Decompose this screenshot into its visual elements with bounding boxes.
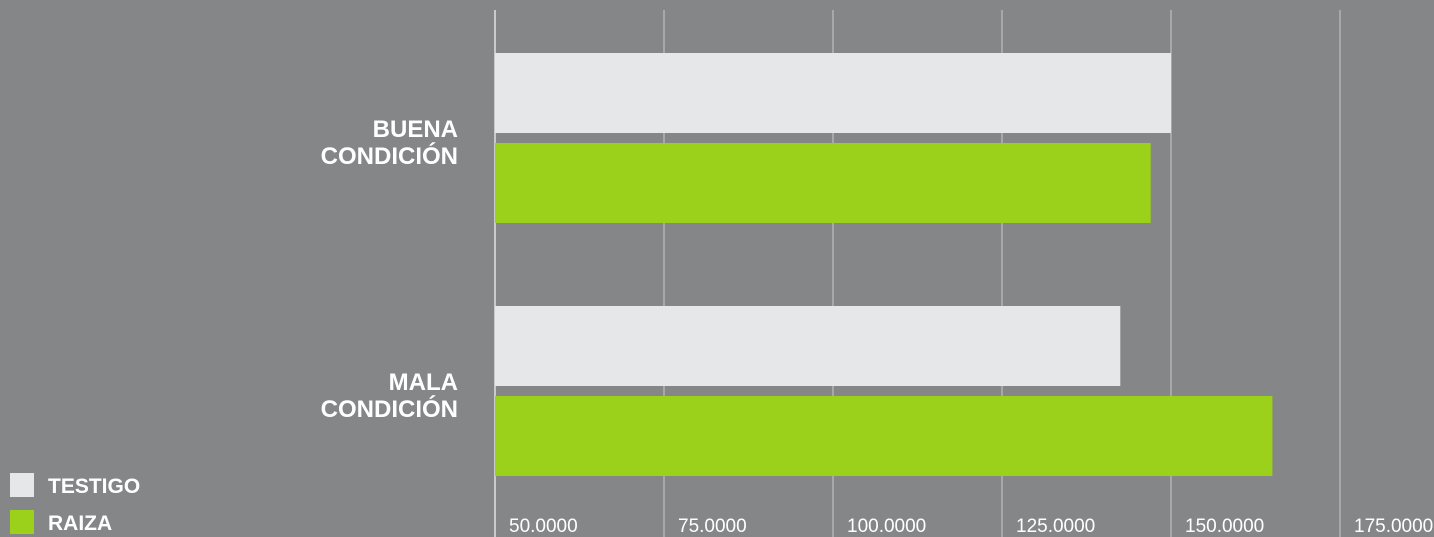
x-tick-label: 175.0000 (1354, 516, 1433, 537)
x-tick-label: 150.0000 (1185, 516, 1264, 537)
category-label: MALA (389, 369, 458, 396)
bar-testigo-1 (495, 53, 1171, 133)
legend-label-raiza: RAIZA (48, 512, 112, 535)
legend: TESTIGO RAIZA (10, 473, 140, 535)
legend-swatch-raiza (10, 510, 34, 534)
bar-raiza-2 (495, 396, 1273, 476)
legend-swatch-testigo (10, 473, 34, 497)
x-tick-label: 50.0000 (509, 516, 578, 537)
bars (495, 53, 1273, 476)
x-tick-label: 125.0000 (1016, 516, 1095, 537)
x-tick-label: 100.0000 (847, 516, 926, 537)
category-label: CONDICIÓN (321, 395, 458, 423)
category-label: CONDICIÓN (321, 142, 458, 170)
x-tick-label: 75.0000 (678, 516, 747, 537)
legend-label-testigo: TESTIGO (48, 475, 140, 498)
bar-testigo-2 (495, 306, 1121, 386)
bar-raiza-1 (495, 143, 1151, 223)
x-axis-tick-labels: 50.0000 75.0000 100.0000 125.0000 150.0000 17… (509, 516, 1433, 537)
category-label: BUENA (373, 116, 458, 143)
